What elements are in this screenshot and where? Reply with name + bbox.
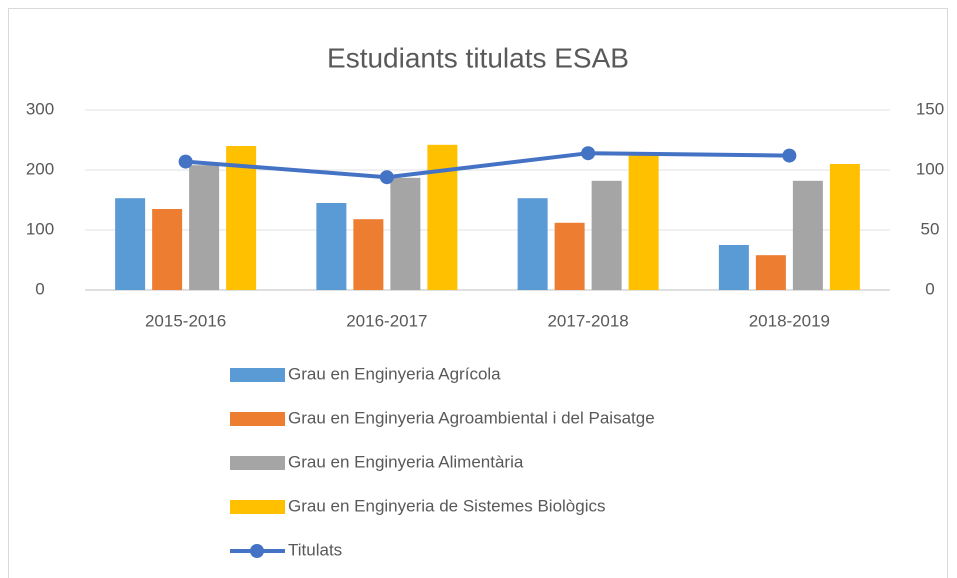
legend-label: Grau en Enginyeria Alimentària bbox=[288, 452, 524, 471]
y-tick-label: 100 bbox=[26, 219, 54, 238]
y2-tick-label: 0 bbox=[925, 279, 934, 298]
legend-swatch bbox=[250, 544, 264, 558]
bar bbox=[427, 144, 458, 290]
y-tick-label: 0 bbox=[35, 279, 44, 298]
bar bbox=[829, 164, 860, 290]
y-tick-label: 300 bbox=[26, 99, 54, 118]
bar bbox=[115, 198, 146, 290]
bar bbox=[517, 198, 548, 290]
bar bbox=[591, 180, 622, 290]
bar bbox=[792, 180, 823, 290]
legend-swatch bbox=[230, 412, 285, 426]
line-marker bbox=[379, 170, 394, 185]
x-tick-label: 2018-2019 bbox=[749, 311, 830, 330]
y2-tick-label: 50 bbox=[921, 219, 940, 238]
line-marker bbox=[581, 146, 596, 161]
line-marker bbox=[782, 148, 797, 163]
chart-title: Estudiants titulats ESAB bbox=[327, 42, 629, 73]
x-tick-label: 2017-2018 bbox=[547, 311, 628, 330]
y2-tick-label: 100 bbox=[916, 159, 944, 178]
x-tick-label: 2015-2016 bbox=[145, 311, 226, 330]
bar bbox=[718, 245, 749, 290]
line-marker bbox=[178, 154, 193, 169]
y-tick-label: 200 bbox=[26, 159, 54, 178]
legend-swatch bbox=[230, 456, 285, 470]
bar bbox=[628, 153, 659, 290]
legend-label: Grau en Enginyeria Agrícola bbox=[288, 364, 501, 383]
line bbox=[185, 151, 790, 180]
x-tick-label: 2016-2017 bbox=[346, 311, 427, 330]
bar bbox=[353, 219, 384, 290]
legend-label: Grau en Enginyeria de Sistemes Biològics bbox=[288, 496, 606, 515]
bar bbox=[189, 165, 220, 290]
y2-tick-label: 150 bbox=[916, 99, 944, 118]
bar bbox=[316, 203, 347, 290]
bar bbox=[390, 177, 421, 290]
chart-frame bbox=[8, 8, 948, 578]
legend-swatch bbox=[230, 500, 285, 514]
bar bbox=[226, 146, 257, 290]
bar bbox=[554, 222, 585, 290]
legend-swatch bbox=[230, 368, 285, 382]
bar bbox=[152, 209, 183, 290]
legend-label: Grau en Enginyeria Agroambiental i del P… bbox=[288, 408, 655, 427]
legend-label: Titulats bbox=[288, 540, 342, 559]
bar bbox=[755, 255, 786, 290]
